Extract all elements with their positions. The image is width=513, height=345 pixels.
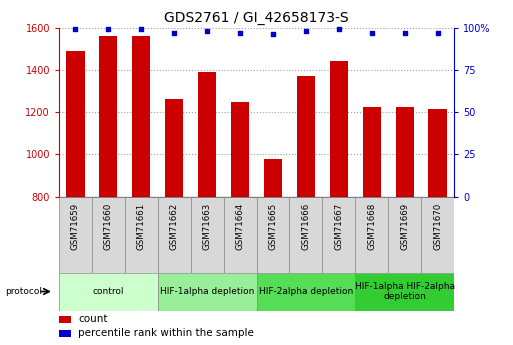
Point [302, 28, 310, 34]
Bar [355, 273, 454, 310]
Text: control: control [93, 287, 124, 296]
Bar [264, 159, 282, 197]
Bar [330, 61, 348, 197]
Text: GSM71669: GSM71669 [400, 203, 409, 250]
Bar [322, 197, 355, 273]
Bar [396, 107, 413, 197]
Bar [191, 197, 224, 273]
Bar [165, 99, 183, 197]
Bar [198, 72, 216, 197]
Text: GSM71664: GSM71664 [235, 203, 245, 250]
Text: GSM71659: GSM71659 [71, 203, 80, 250]
Point [71, 27, 80, 32]
Bar [92, 197, 125, 273]
Title: GDS2761 / GI_42658173-S: GDS2761 / GI_42658173-S [164, 11, 349, 25]
Bar [421, 197, 454, 273]
Bar [125, 197, 158, 273]
Bar [59, 197, 92, 273]
Point [137, 27, 145, 32]
Bar [256, 197, 289, 273]
Text: GSM71670: GSM71670 [433, 203, 442, 250]
Text: GSM71665: GSM71665 [268, 203, 278, 250]
Text: GSM71666: GSM71666 [301, 203, 310, 250]
Point [334, 27, 343, 32]
Bar [132, 36, 150, 197]
Text: GSM71668: GSM71668 [367, 203, 376, 250]
Bar [289, 197, 322, 273]
Bar [158, 197, 191, 273]
Text: GSM71663: GSM71663 [203, 203, 212, 250]
Text: HIF-2alpha depletion: HIF-2alpha depletion [259, 287, 353, 296]
Bar [363, 107, 381, 197]
Text: protocol: protocol [5, 287, 42, 296]
Point [104, 27, 112, 32]
Text: GSM71661: GSM71661 [137, 203, 146, 250]
Text: GSM71660: GSM71660 [104, 203, 113, 250]
Text: HIF-1alpha HIF-2alpha
depletion: HIF-1alpha HIF-2alpha depletion [354, 282, 455, 301]
Text: GSM71662: GSM71662 [170, 203, 179, 250]
Bar [59, 316, 71, 323]
Bar [59, 273, 158, 310]
Point [236, 30, 244, 36]
Text: count: count [78, 314, 108, 324]
Point [203, 28, 211, 34]
Point [368, 30, 376, 36]
Text: HIF-1alpha depletion: HIF-1alpha depletion [160, 287, 254, 296]
Bar [355, 197, 388, 273]
Point [433, 30, 442, 36]
Bar [231, 101, 249, 197]
Bar [100, 36, 117, 197]
Point [269, 32, 277, 37]
Bar [158, 273, 256, 310]
Bar [224, 197, 256, 273]
Bar [256, 273, 355, 310]
Bar [66, 51, 85, 197]
Bar [59, 330, 71, 337]
Point [170, 30, 179, 36]
Bar [388, 197, 421, 273]
Text: GSM71667: GSM71667 [334, 203, 343, 250]
Bar [297, 76, 315, 197]
Point [401, 30, 409, 36]
Bar [428, 109, 447, 197]
Text: percentile rank within the sample: percentile rank within the sample [78, 328, 254, 338]
